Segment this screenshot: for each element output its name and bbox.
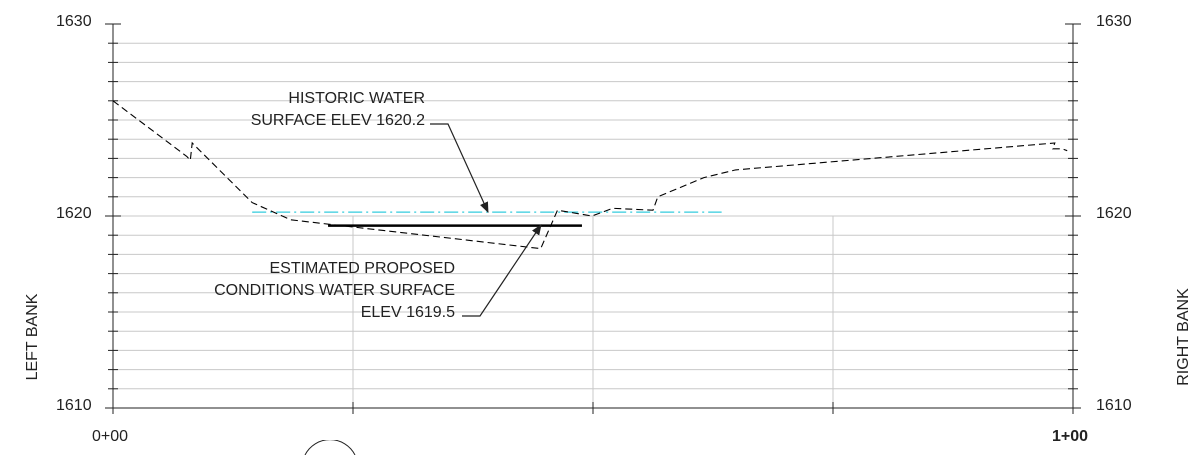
y-right-tick-1630: 1630 bbox=[1096, 13, 1132, 30]
sheet-marker-arc bbox=[304, 440, 356, 455]
left-bank-label: LEFT BANK bbox=[24, 293, 41, 381]
ground-profile bbox=[112, 100, 1068, 250]
proposed-note-line3: ELEV 1619.5 bbox=[360, 304, 455, 321]
historic-leader bbox=[430, 123, 489, 213]
historic-note-line2: SURFACE ELEV 1620.2 bbox=[250, 112, 425, 129]
y-left-tick-1610: 1610 bbox=[56, 397, 92, 414]
x-tick-0+00: 0+00 bbox=[92, 428, 129, 445]
water-surfaces bbox=[252, 211, 722, 227]
leader-arrows bbox=[430, 123, 542, 317]
right-bank-label: RIGHT BANK bbox=[1175, 288, 1192, 386]
grid bbox=[113, 42, 1073, 408]
proposed-water-note: ESTIMATED PROPOSED CONDITIONS WATER SURF… bbox=[155, 258, 455, 324]
ground-profile-line bbox=[112, 100, 1068, 250]
y-left-tick-1620: 1620 bbox=[56, 205, 92, 222]
x-tick-1+00: 1+00 bbox=[1052, 428, 1089, 445]
proposed-note-line1: ESTIMATED PROPOSED bbox=[269, 260, 455, 277]
proposed-leader bbox=[462, 224, 542, 317]
historic-water-note: HISTORIC WATER SURFACE ELEV 1620.2 bbox=[230, 88, 425, 132]
historic-note-line1: HISTORIC WATER bbox=[288, 90, 425, 107]
y-right-tick-1620: 1620 bbox=[1096, 205, 1132, 222]
axes bbox=[105, 23, 1081, 414]
proposed-note-line2: CONDITIONS WATER SURFACE bbox=[214, 282, 455, 299]
y-left-tick-1630: 1630 bbox=[56, 13, 92, 30]
y-right-tick-1610: 1610 bbox=[1096, 397, 1132, 414]
